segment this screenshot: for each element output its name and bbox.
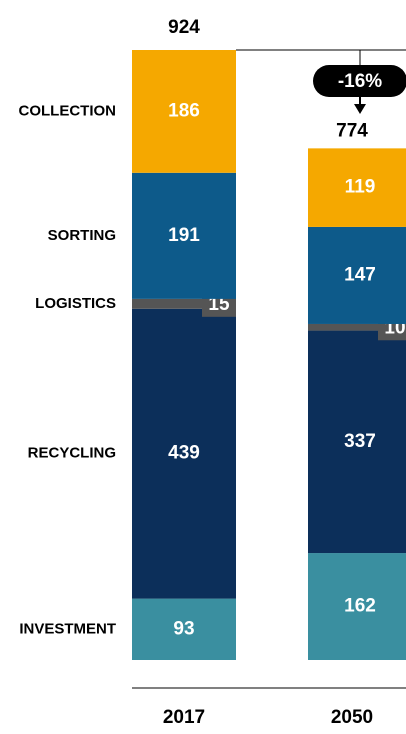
annotation: -16%	[338, 71, 382, 92]
bar-segment	[132, 50, 236, 173]
series-label: RECYCLING	[28, 445, 116, 462]
series-label: COLLECTION	[19, 102, 117, 119]
value-label: 439	[168, 443, 200, 464]
value-label: 15	[208, 294, 230, 315]
bar-segment	[308, 553, 406, 660]
series-label: LOGISTICS	[35, 295, 116, 312]
value-label: 191	[168, 225, 200, 246]
value-label: 119	[345, 177, 376, 198]
value-label: 337	[344, 431, 376, 452]
value-label: 147	[344, 264, 376, 285]
bar-segment	[132, 172, 236, 299]
bar-segment	[132, 598, 236, 660]
bar-segment	[308, 148, 406, 227]
total-label: 774	[336, 120, 368, 141]
value-label: 186	[168, 100, 200, 121]
arrow-head	[354, 104, 366, 114]
bar-segment	[308, 330, 406, 554]
total-label: 924	[168, 17, 200, 38]
bar-segment	[308, 226, 406, 324]
value-label: 93	[173, 618, 194, 639]
bar-segment	[132, 298, 236, 309]
series-label: INVESTMENT	[19, 620, 116, 637]
value-label: 162	[344, 596, 376, 617]
x-tick-label: 2017	[163, 707, 205, 728]
series-label: SORTING	[48, 227, 116, 244]
x-tick-label: 2050	[331, 707, 373, 728]
bar-segment	[132, 308, 236, 599]
annotation-pill	[313, 65, 406, 97]
bar-segment	[308, 323, 406, 331]
